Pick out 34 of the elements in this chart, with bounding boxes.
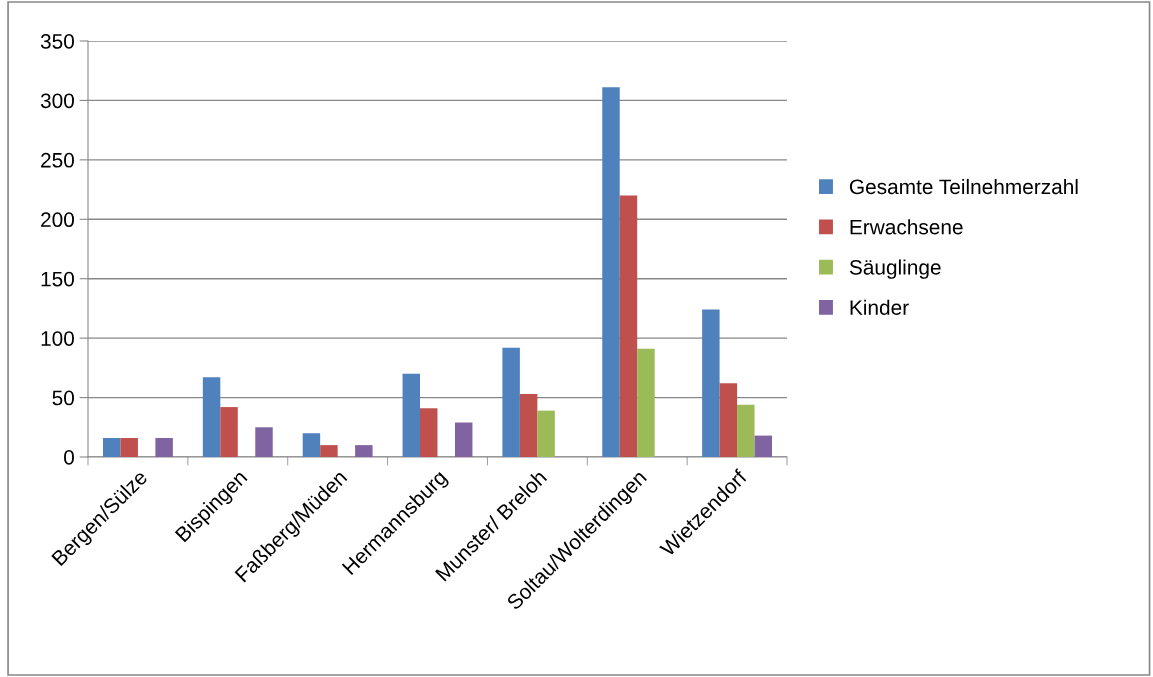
legend-label: Erwachsene [850, 219, 963, 235]
legend-label: Gesamte Teilnehmerzahl [849, 178, 1078, 195]
bar [302, 433, 321, 457]
bar [402, 373, 421, 457]
bar [519, 394, 538, 457]
y-tick-label: 200 [41, 212, 74, 228]
bar [602, 87, 620, 457]
bar [320, 445, 338, 457]
bar [454, 422, 473, 457]
bar [537, 410, 555, 457]
y-tick-label: 300 [40, 93, 74, 109]
bar [637, 348, 655, 457]
bar [719, 383, 738, 457]
legend-label: Säuglinge [849, 259, 941, 279]
bar [220, 407, 238, 457]
bar [202, 377, 221, 457]
legend-label: Kinder [850, 299, 909, 315]
y-tick-label: 250 [41, 152, 74, 168]
y-tick-label: 100 [41, 331, 74, 346]
bar [619, 195, 638, 457]
bar [120, 437, 138, 457]
bar [737, 404, 755, 457]
bar [355, 445, 373, 457]
bar [255, 427, 273, 457]
y-tick-label: 50 [52, 390, 74, 406]
bar [754, 435, 773, 457]
y-tick-label: 350 [40, 34, 74, 49]
y-tick-label: 0 [64, 450, 74, 465]
bar [702, 309, 720, 457]
bar [102, 437, 121, 457]
bar [502, 347, 520, 457]
y-tick-label: 150 [41, 271, 74, 287]
bar [420, 408, 438, 457]
bar [155, 437, 173, 457]
